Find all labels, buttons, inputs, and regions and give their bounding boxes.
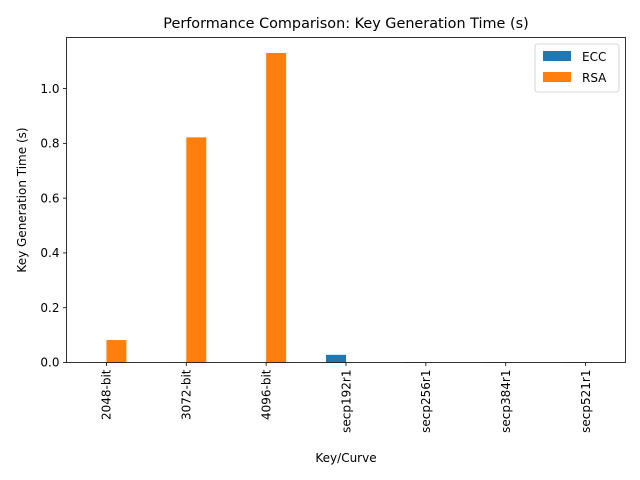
x-tick-label: secp384r1	[499, 370, 513, 433]
legend-label-rsa: RSA	[582, 71, 607, 85]
x-tick-label: secp256r1	[419, 370, 433, 433]
x-tick-label: 2048-bit	[100, 369, 114, 420]
y-tick-label: 0.0	[40, 356, 59, 370]
y-tick-label: 1.0	[40, 82, 59, 96]
x-tick-label: secp192r1	[339, 370, 353, 433]
bar-rsa-3072-bit	[186, 137, 207, 363]
x-tick-label: 3072-bit	[180, 369, 194, 420]
legend: ECC RSA	[534, 43, 620, 93]
y-tick-label: 0.8	[40, 137, 59, 151]
bar-rsa-2048-bit	[106, 340, 127, 363]
y-tick-label: 0.4	[40, 246, 59, 260]
y-axis: 0.0 0.2 0.4 0.6 0.8 1.0	[40, 82, 67, 370]
y-tick-label: 0.6	[40, 191, 59, 205]
bar-rsa-4096-bit	[266, 52, 287, 363]
plot-frame	[66, 37, 626, 363]
legend-swatch-rsa	[543, 72, 571, 82]
y-axis-label: Key Generation Time (s)	[15, 127, 29, 272]
chart-title: Performance Comparison: Key Generation T…	[163, 16, 528, 32]
x-axis-label: Key/Curve	[315, 451, 376, 465]
legend-swatch-ecc	[543, 51, 571, 61]
x-tick-label: 4096-bit	[259, 369, 273, 420]
bars	[106, 52, 586, 363]
legend-label-ecc: ECC	[582, 50, 606, 64]
x-tick-label: secp521r1	[579, 370, 593, 433]
y-tick-label: 0.2	[40, 301, 59, 315]
bar-ecc-secp192r1	[326, 354, 346, 363]
x-axis: 2048-bit 3072-bit 4096-bit secp192r1 secp256…	[100, 362, 593, 433]
